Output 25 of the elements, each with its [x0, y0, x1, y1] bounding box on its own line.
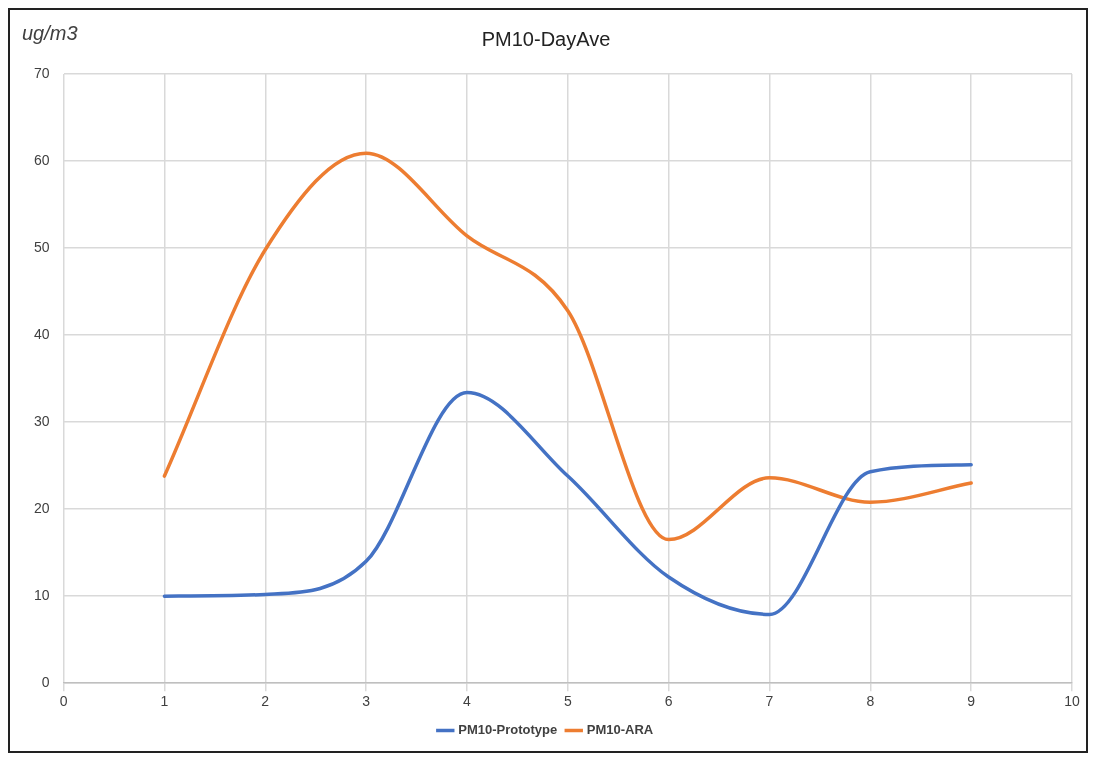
- x-tick-label: 3: [362, 693, 371, 710]
- y-tick-label: 40: [33, 325, 50, 342]
- y-tick-label: 30: [33, 412, 50, 429]
- y-tick-label: 10: [33, 587, 50, 604]
- x-tick-label: 5: [563, 693, 572, 710]
- x-tick-label: 7: [765, 693, 774, 710]
- x-tick-label: 2: [261, 693, 270, 710]
- x-tick-label: 4: [463, 693, 472, 710]
- y-tick-label: 50: [33, 238, 50, 255]
- chart-title: PM10-DayAve: [481, 27, 611, 50]
- y-axis-title: ug/m3: [22, 21, 78, 44]
- y-tick-label: 60: [33, 151, 50, 168]
- legend-label: PM10-Prototype: [458, 722, 558, 738]
- y-tick-label: 0: [41, 674, 50, 691]
- y-tick-label: 20: [33, 500, 50, 516]
- x-tick-label: 9: [967, 693, 976, 710]
- line-series: [162, 151, 973, 542]
- x-tick-label: 8: [866, 693, 875, 710]
- legend-label: PM10-ARA: [586, 722, 654, 738]
- x-tick-label: 6: [664, 693, 673, 710]
- line-series: [162, 390, 973, 617]
- y-tick-label: 70: [33, 64, 50, 81]
- x-tick-label: 1: [160, 693, 169, 710]
- x-tick-label: 10: [1064, 693, 1080, 710]
- x-tick-label: 0: [59, 693, 68, 710]
